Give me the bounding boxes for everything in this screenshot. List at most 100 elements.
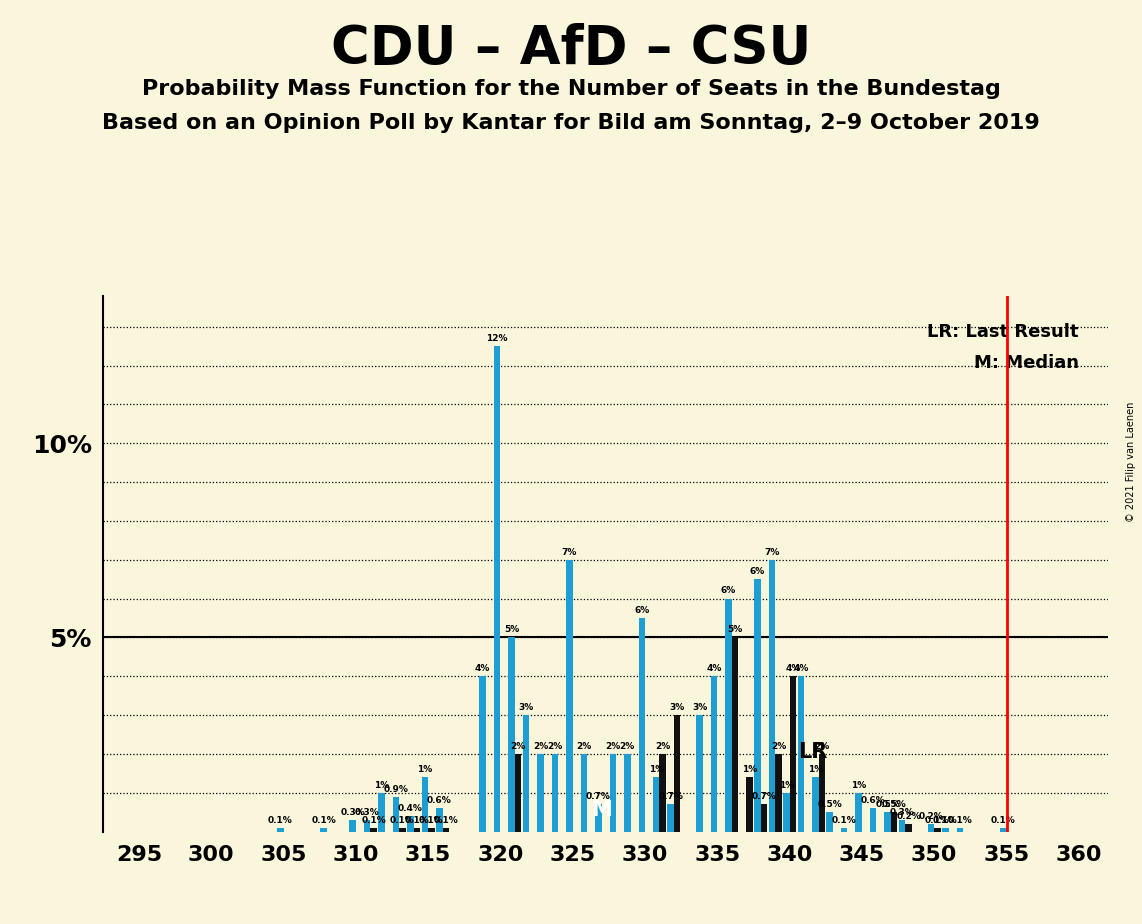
Bar xyxy=(638,618,645,832)
Bar xyxy=(783,793,789,832)
Bar xyxy=(855,793,862,832)
Text: 5%: 5% xyxy=(727,626,742,634)
Text: 1%: 1% xyxy=(373,781,389,790)
Bar xyxy=(580,754,587,832)
Text: 0.7%: 0.7% xyxy=(751,792,777,801)
Bar xyxy=(870,808,876,832)
Text: 1%: 1% xyxy=(807,765,823,774)
Bar xyxy=(278,828,283,832)
Bar xyxy=(725,599,732,832)
Bar xyxy=(769,560,775,832)
Text: 6%: 6% xyxy=(721,587,737,595)
Text: 2%: 2% xyxy=(577,742,592,751)
Bar xyxy=(674,715,681,832)
Bar xyxy=(732,638,738,832)
Bar xyxy=(746,777,753,832)
Bar xyxy=(942,828,949,832)
Bar xyxy=(819,754,825,832)
Text: 2%: 2% xyxy=(605,742,620,751)
Bar xyxy=(906,824,911,832)
Text: 4%: 4% xyxy=(475,664,490,674)
Text: 4%: 4% xyxy=(794,664,809,674)
Text: 0.6%: 0.6% xyxy=(427,796,452,805)
Text: 0.1%: 0.1% xyxy=(434,816,458,824)
Bar xyxy=(653,777,659,832)
Bar xyxy=(827,812,833,832)
Text: 2%: 2% xyxy=(656,742,670,751)
Text: 4%: 4% xyxy=(707,664,722,674)
Bar xyxy=(754,579,761,832)
Text: Based on an Opinion Poll by Kantar for Bild am Sonntag, 2–9 October 2019: Based on an Opinion Poll by Kantar for B… xyxy=(102,113,1040,133)
Bar xyxy=(667,805,674,832)
Bar xyxy=(537,754,544,832)
Bar xyxy=(797,676,804,832)
Bar xyxy=(523,715,530,832)
Bar xyxy=(494,346,500,832)
Text: 0.3%: 0.3% xyxy=(340,808,365,817)
Text: 1%: 1% xyxy=(851,781,867,790)
Bar xyxy=(595,805,602,832)
Text: 0.1%: 0.1% xyxy=(391,816,415,824)
Bar xyxy=(566,560,573,832)
Text: 0.1%: 0.1% xyxy=(925,816,950,824)
Text: LR: LR xyxy=(798,742,828,761)
Text: 0.1%: 0.1% xyxy=(404,816,429,824)
Text: Probability Mass Function for the Number of Seats in the Bundestag: Probability Mass Function for the Number… xyxy=(142,79,1000,99)
Text: M: Median: M: Median xyxy=(974,354,1079,372)
Text: 0.1%: 0.1% xyxy=(831,816,856,824)
Text: 0.1%: 0.1% xyxy=(361,816,386,824)
Text: 2%: 2% xyxy=(771,742,786,751)
Bar xyxy=(761,805,767,832)
Text: 2%: 2% xyxy=(620,742,635,751)
Text: 0.1%: 0.1% xyxy=(948,816,972,824)
Bar xyxy=(812,777,819,832)
Text: 4%: 4% xyxy=(786,664,801,674)
Bar xyxy=(364,820,370,832)
Bar xyxy=(508,638,515,832)
Text: 12%: 12% xyxy=(486,334,508,343)
Text: 0.7%: 0.7% xyxy=(586,792,611,801)
Text: LR: Last Result: LR: Last Result xyxy=(927,322,1079,341)
Bar xyxy=(1000,828,1006,832)
Text: 0.5%: 0.5% xyxy=(875,800,900,809)
Bar xyxy=(393,796,400,832)
Bar xyxy=(775,754,781,832)
Text: 0.3%: 0.3% xyxy=(890,808,915,817)
Text: 5%: 5% xyxy=(504,626,520,634)
Bar xyxy=(934,828,941,832)
Text: 3%: 3% xyxy=(692,703,707,712)
Text: 0.1%: 0.1% xyxy=(312,816,336,824)
Text: 0.4%: 0.4% xyxy=(397,804,423,813)
Bar xyxy=(624,754,630,832)
Text: M: M xyxy=(592,800,612,820)
Bar xyxy=(421,777,428,832)
Text: 0.1%: 0.1% xyxy=(933,816,958,824)
Text: © 2021 Filip van Laenen: © 2021 Filip van Laenen xyxy=(1126,402,1136,522)
Text: 0.7%: 0.7% xyxy=(658,792,683,801)
Bar xyxy=(891,812,898,832)
Text: 0.2%: 0.2% xyxy=(918,811,943,821)
Bar xyxy=(610,754,616,832)
Bar xyxy=(436,808,443,832)
Bar xyxy=(515,754,522,832)
Text: 0.9%: 0.9% xyxy=(384,784,409,794)
Bar xyxy=(400,828,405,832)
Bar xyxy=(789,676,796,832)
Text: 7%: 7% xyxy=(764,548,780,556)
Text: 6%: 6% xyxy=(750,567,765,576)
Text: 2%: 2% xyxy=(533,742,548,751)
Bar xyxy=(413,828,420,832)
Text: 0.5%: 0.5% xyxy=(818,800,842,809)
Text: 3%: 3% xyxy=(669,703,685,712)
Bar xyxy=(378,793,385,832)
Text: 0.1%: 0.1% xyxy=(268,816,292,824)
Bar xyxy=(480,676,486,832)
Bar xyxy=(321,828,327,832)
Bar xyxy=(899,820,906,832)
Bar xyxy=(349,820,356,832)
Text: 6%: 6% xyxy=(634,606,650,614)
Text: 1%: 1% xyxy=(779,781,794,790)
Text: 0.5%: 0.5% xyxy=(882,800,907,809)
Bar xyxy=(697,715,702,832)
Text: 1%: 1% xyxy=(742,765,757,774)
